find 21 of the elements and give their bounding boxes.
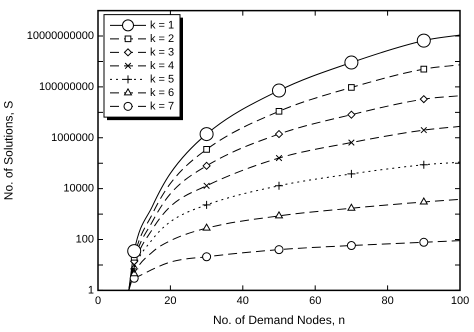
legend-label: k = 7 [150,100,174,112]
legend-label: k = 1 [150,19,174,32]
x-tick-label: 100 [450,295,470,308]
x-tick-label: 80 [381,295,394,308]
legend-label: k = 2 [150,32,174,45]
y-tick-label: 10000000000 [26,30,94,42]
legend-label: k = 3 [150,46,174,58]
x-tick-label: 40 [236,295,249,308]
y-tick-label: 100 [76,234,94,246]
y-tick-label: 1000000 [51,132,94,144]
legend-label: k = 5 [150,73,174,86]
legend-label: k = 6 [150,86,174,99]
x-tick-label: 0 [94,295,102,308]
y-axis-title: No. of Solutions, S [2,100,16,200]
y-tick-label: 1 [88,284,94,296]
x-tick-label: 20 [164,295,177,308]
x-axis-title: No. of Demand Nodes, n [212,313,346,328]
y-tick-label: 10000 [63,182,94,195]
legend-label: k = 4 [150,60,174,72]
x-tick-label: 60 [309,295,322,308]
y-tick-label: 100000000 [38,80,94,93]
